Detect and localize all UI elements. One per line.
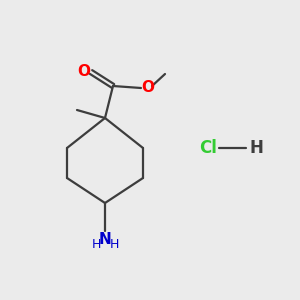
Text: Cl: Cl (199, 139, 217, 157)
Text: O: O (77, 64, 91, 80)
Text: H: H (109, 238, 119, 251)
Text: O: O (142, 80, 154, 95)
Text: H: H (249, 139, 263, 157)
Text: H: H (91, 238, 101, 251)
Text: N: N (99, 232, 111, 247)
